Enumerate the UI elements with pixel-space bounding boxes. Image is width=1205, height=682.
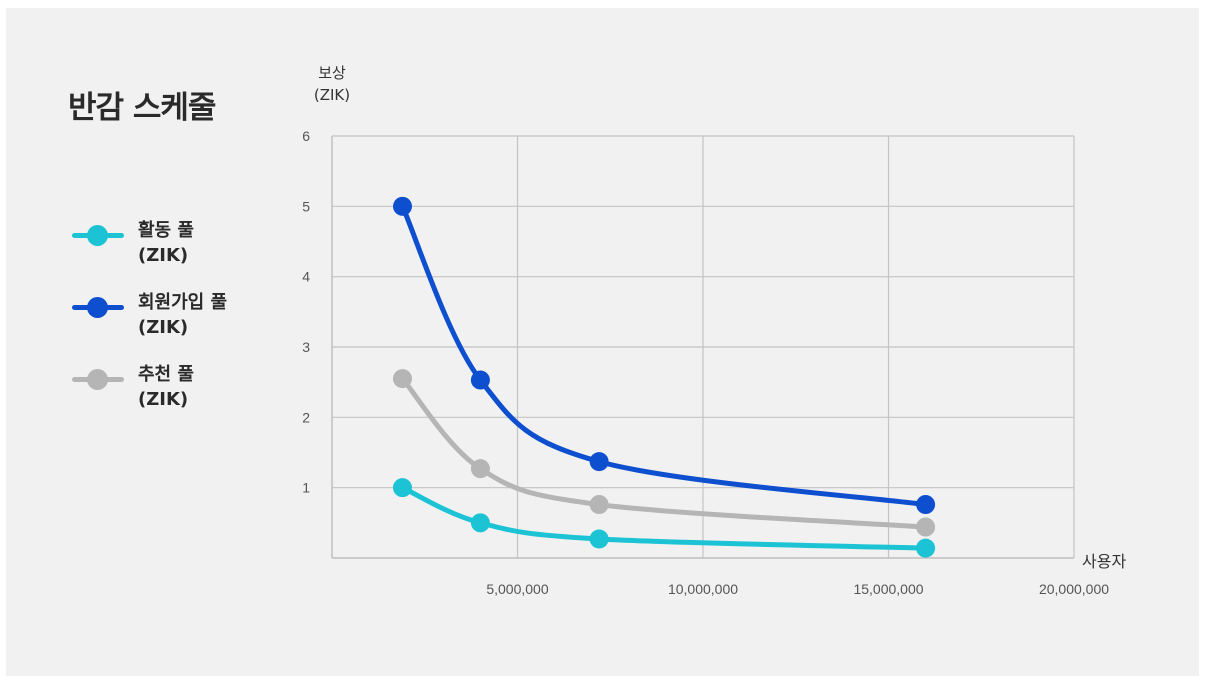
data-point	[916, 538, 936, 558]
data-point	[470, 459, 490, 479]
data-point	[589, 495, 609, 515]
chart-title: 반감 스케줄	[68, 90, 216, 126]
series-line	[399, 485, 929, 551]
x-tick-label: 20,000,000	[1039, 581, 1109, 597]
y-tick-label: 1	[302, 480, 310, 496]
legend-marker	[87, 297, 108, 318]
legend-marker	[87, 369, 108, 390]
legend-item-referral-pool: 추천 풀 (ZIK)	[72, 362, 292, 434]
data-point	[470, 513, 490, 533]
series-line	[399, 376, 929, 530]
y-axis-label: 보상 (ZIK)	[313, 64, 351, 104]
legend-item-signup-pool: 회원가입 풀 (ZIK)	[72, 290, 292, 362]
x-axis-label: 사용자	[1082, 552, 1127, 571]
data-point	[589, 529, 609, 549]
series-line	[399, 203, 929, 508]
legend-label: 활동 풀 (ZIK)	[138, 220, 194, 266]
x-tick-label: 15,000,000	[853, 581, 923, 597]
x-tick-label: 10,000,000	[668, 581, 738, 597]
y-tick-label: 6	[302, 128, 310, 144]
data-point	[589, 452, 609, 472]
legend: 활동 풀 (ZIK) 회원가입 풀 (ZIK) 추천 풀 (ZIK)	[72, 218, 292, 434]
data-point	[392, 196, 412, 216]
y-tick-label: 3	[302, 339, 310, 355]
legend-item-activity-pool: 활동 풀 (ZIK)	[72, 218, 292, 290]
x-tick-label: 5,000,000	[486, 581, 548, 597]
data-point	[392, 478, 412, 498]
data-point	[470, 370, 490, 390]
y-tick-label: 2	[302, 409, 310, 425]
y-tick-label: 4	[302, 269, 310, 285]
data-point	[916, 517, 936, 537]
legend-marker	[87, 225, 108, 246]
chart-panel	[6, 8, 1199, 676]
data-point	[392, 369, 412, 389]
data-point	[916, 495, 936, 515]
y-tick-label: 5	[302, 198, 310, 214]
legend-label: 회원가입 풀 (ZIK)	[138, 292, 228, 338]
legend-label: 추천 풀 (ZIK)	[138, 364, 194, 410]
